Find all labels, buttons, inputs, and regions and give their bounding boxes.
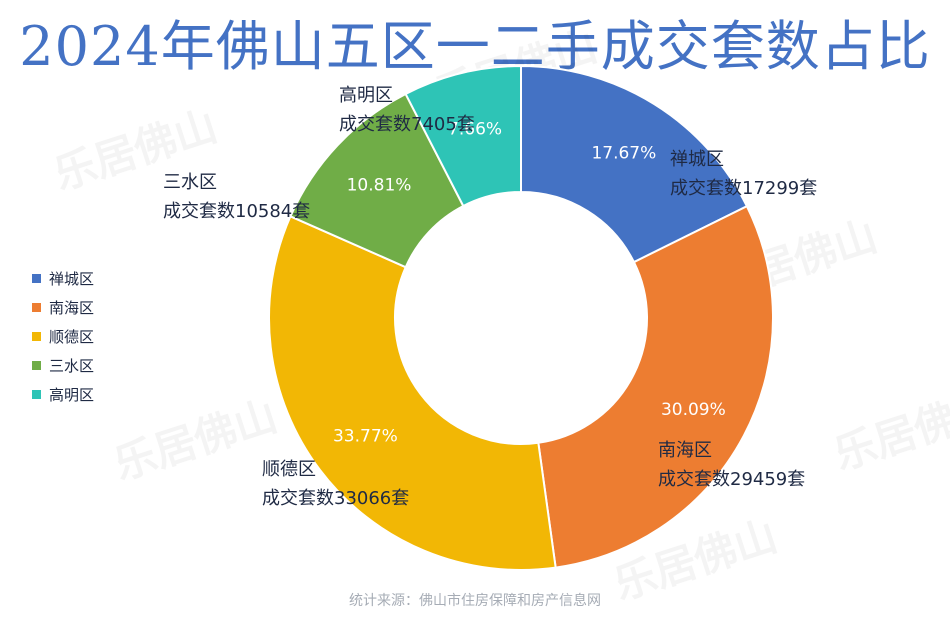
legend-item: 顺德区 bbox=[32, 322, 94, 351]
category-name-label: 南海区 bbox=[658, 440, 712, 461]
watermark-text: 乐居佛山 bbox=[828, 381, 950, 480]
watermark-text: 乐居佛山 bbox=[108, 391, 283, 490]
category-name-label: 顺德区 bbox=[262, 459, 316, 480]
legend-label: 南海区 bbox=[49, 299, 95, 317]
category-count-label: 成交套数17299套 bbox=[670, 178, 817, 199]
category-count-label: 成交套数33066套 bbox=[262, 488, 409, 509]
percent-label: 7.66% bbox=[448, 119, 502, 139]
legend-swatch bbox=[32, 332, 41, 341]
legend-item: 高明区 bbox=[32, 380, 94, 409]
legend-item: 禅城区 bbox=[32, 264, 94, 293]
legend-label: 顺德区 bbox=[49, 328, 95, 346]
legend-swatch bbox=[32, 361, 41, 370]
category-name-label: 禅城区 bbox=[670, 149, 724, 170]
percent-label: 10.81% bbox=[347, 175, 412, 195]
category-count-label: 成交套数29459套 bbox=[658, 469, 805, 490]
category-name-label: 三水区 bbox=[163, 172, 217, 193]
legend-swatch bbox=[32, 390, 41, 399]
legend-label: 禅城区 bbox=[49, 270, 95, 288]
donut-slice bbox=[404, 64, 522, 208]
category-count-label: 成交套数10584套 bbox=[163, 201, 310, 222]
legend: 禅城区 南海区 顺德区 三水区 高明区 bbox=[32, 264, 94, 409]
percent-label: 30.09% bbox=[661, 400, 726, 420]
category-count-label: 成交套数7405套 bbox=[339, 114, 475, 135]
chart-title: 2024年佛山五区一二手成交套数占比 bbox=[19, 15, 931, 78]
donut-slice bbox=[267, 215, 557, 571]
percent-label: 33.77% bbox=[333, 427, 398, 447]
data-source-note: 统计来源：佛山市住房保障和房产信息网 bbox=[349, 593, 601, 609]
percent-label: 17.67% bbox=[591, 143, 656, 163]
donut-slice bbox=[537, 204, 774, 569]
legend-swatch bbox=[32, 274, 41, 283]
donut-slice bbox=[520, 64, 749, 264]
legend-item: 三水区 bbox=[32, 351, 94, 380]
legend-swatch bbox=[32, 303, 41, 312]
legend-item: 南海区 bbox=[32, 293, 94, 322]
category-name-label: 高明区 bbox=[339, 85, 393, 106]
legend-label: 高明区 bbox=[49, 386, 95, 404]
percent-labels: 17.67% 30.09% 33.77% 10.81% 7.66% bbox=[333, 119, 726, 446]
legend-label: 三水区 bbox=[49, 357, 95, 375]
donut-slices bbox=[267, 64, 774, 571]
